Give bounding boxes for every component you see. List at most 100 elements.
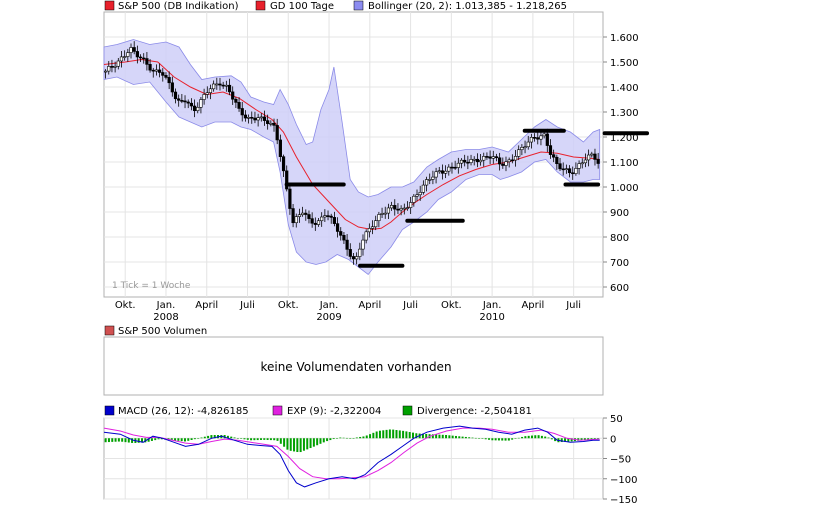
divergence-bar (461, 436, 464, 439)
candle-body (177, 98, 181, 101)
price-ytick-label: 900 (610, 208, 629, 219)
candle-body (396, 208, 400, 211)
divergence-bar (250, 438, 253, 441)
candle-body (532, 137, 537, 139)
divergence-bar (329, 438, 332, 441)
divergence-bar (312, 438, 315, 447)
divergence-bar (392, 429, 395, 439)
divergence-bar (104, 438, 107, 443)
candle-body (272, 122, 276, 126)
candle-body (342, 235, 346, 241)
candle-body (164, 75, 168, 78)
candle-body (415, 194, 419, 197)
candle-body (323, 215, 327, 218)
divergence-bar (276, 438, 279, 441)
divergence-bar (362, 436, 365, 439)
volume-message: keine Volumendaten vorhanden (260, 360, 451, 374)
candle-body (555, 156, 559, 164)
candle-body (475, 158, 479, 163)
candle-body (205, 92, 209, 95)
divergence-bar (458, 436, 461, 439)
divergence-bar (471, 437, 474, 439)
divergence-bar (590, 438, 593, 440)
price-xtick-label: Juli (565, 300, 581, 311)
divergence-bar (111, 438, 114, 442)
candle-body (374, 220, 378, 228)
candle-body (297, 214, 302, 217)
candle-body (504, 161, 508, 166)
macd-panel: MACD (26, 12): -4,826185 EXP (9): -2,322… (103, 405, 637, 506)
candle-body (345, 239, 349, 250)
divergence-bar (160, 438, 163, 440)
candle-body (110, 66, 114, 68)
candle-body (494, 156, 499, 159)
candle-body (180, 100, 184, 102)
divergence-bar (339, 437, 342, 439)
tick-note: 1 Tick = 1 Woche (112, 281, 191, 291)
candle-body (138, 56, 143, 59)
divergence-bar (289, 438, 292, 451)
divergence-bar (517, 437, 520, 439)
macd-legend-swatch-2 (272, 405, 283, 416)
candle-body (253, 117, 257, 121)
divergence-bar (507, 438, 510, 441)
candle-body (418, 192, 422, 196)
divergence-bar (183, 438, 186, 442)
candle-body (301, 212, 305, 216)
divergence-bar (431, 434, 434, 439)
candle-body (412, 195, 416, 203)
divergence-bar (494, 438, 497, 441)
price-xtick-label: Juli (402, 300, 418, 311)
candle-body (405, 207, 410, 209)
macd-ytick-label: 0 (610, 434, 616, 445)
candle-body (281, 156, 286, 172)
candle-body (240, 108, 244, 116)
candle-body (513, 156, 518, 161)
divergence-bar (564, 438, 567, 442)
macd-ytick-label: −50 (610, 455, 631, 466)
candle-body (498, 157, 502, 165)
candle-body (196, 107, 200, 112)
candle-body (485, 156, 489, 158)
candle-body (409, 202, 413, 208)
divergence-bar (335, 438, 338, 439)
divergence-bar (157, 438, 160, 440)
candle-body (320, 216, 324, 222)
divergence-bar (236, 438, 239, 439)
divergence-bar (326, 438, 329, 442)
divergence-bar (170, 438, 173, 441)
price-ytick-label: 1.000 (610, 183, 639, 194)
divergence-bar (349, 438, 352, 439)
candle-body (583, 159, 588, 164)
divergence-bar (365, 435, 368, 439)
divergence-bar (540, 435, 543, 439)
price-legend-swatch-1 (104, 0, 115, 11)
divergence-bar (547, 437, 550, 439)
divergence-bar (448, 435, 451, 439)
macd-line (103, 425, 600, 488)
macd-legend-swatch-3 (402, 405, 413, 416)
candle-body (269, 122, 273, 125)
divergence-bar (593, 438, 596, 440)
candle-body (399, 208, 403, 211)
candle-body (246, 117, 251, 119)
divergence-bar (497, 438, 500, 441)
price-xtick-label: Juli (239, 300, 255, 311)
divergence-bar (190, 438, 193, 440)
price-xtick-label: Jan. (156, 300, 176, 311)
candle-body (208, 88, 213, 94)
divergence-bar (269, 438, 272, 441)
divergence-bar (174, 438, 177, 441)
divergence-bar (154, 438, 157, 441)
divergence-bar (527, 435, 530, 439)
candle-body (148, 64, 152, 71)
candle-body (370, 226, 375, 229)
divergence-bar (408, 432, 411, 439)
divergence-bar (150, 438, 153, 441)
candle-body (310, 218, 314, 224)
price-legend-label-2: GD 100 Tage (270, 1, 334, 12)
divergence-bar (226, 435, 229, 439)
candle-body (539, 135, 543, 140)
candle-body (587, 154, 591, 161)
candle-body (348, 249, 352, 257)
